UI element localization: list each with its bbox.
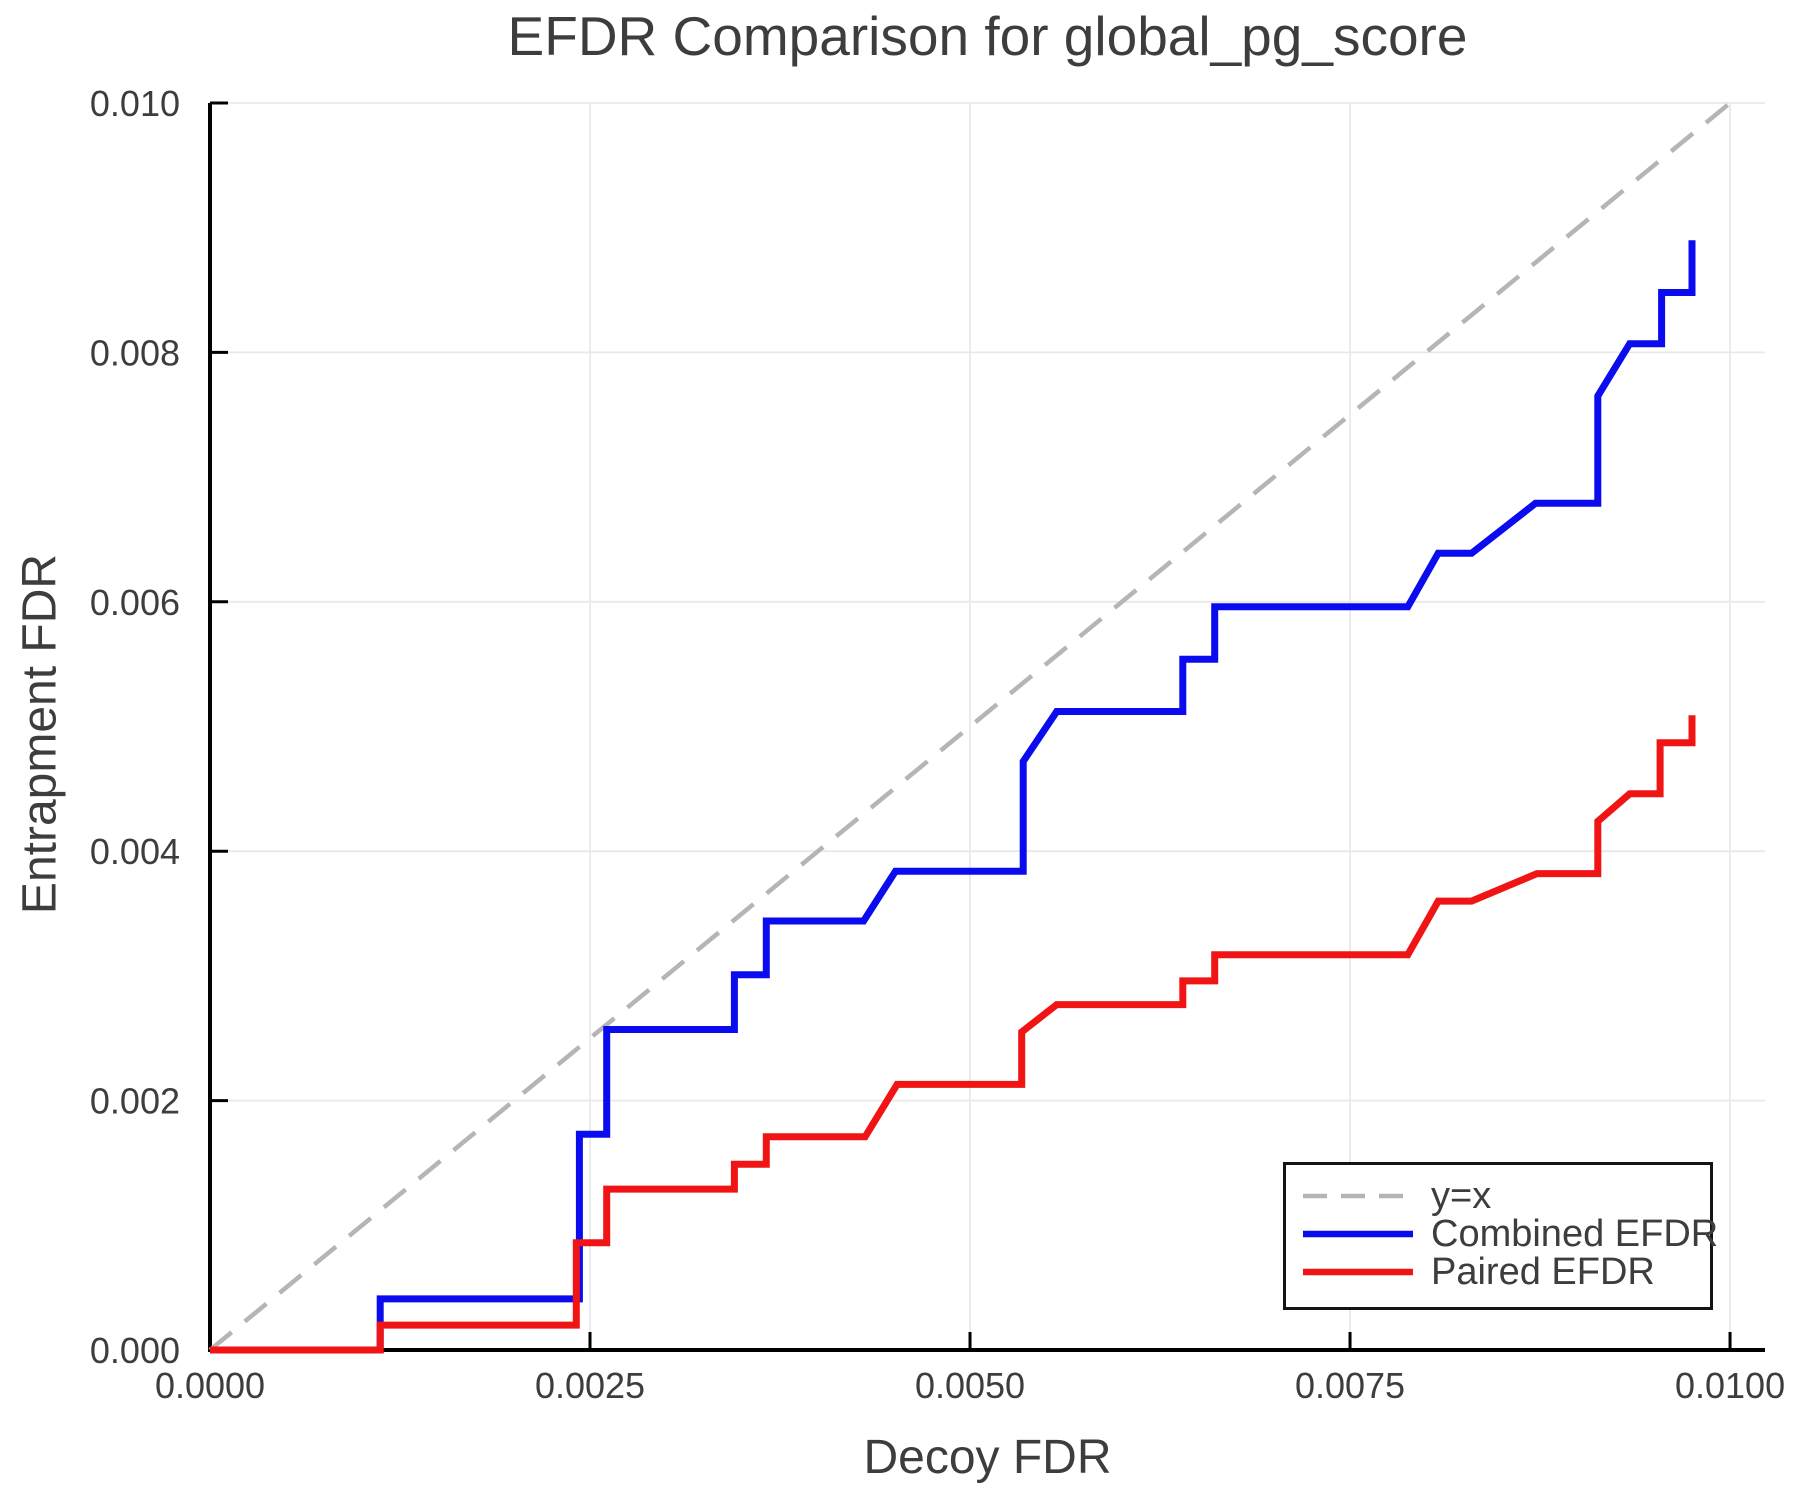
legend-entry-label: Combined EFDR: [1431, 1213, 1719, 1255]
legend-line-sample: [1303, 1193, 1413, 1199]
y-tick-label: 0.002: [90, 1081, 180, 1122]
y-tick-label: 0.006: [90, 582, 180, 623]
y-tick-label: 0.010: [90, 83, 180, 124]
series-line-paired-efdr: [210, 715, 1696, 1354]
x-tick-label: 0.0075: [1295, 1365, 1405, 1406]
legend: y=x Combined EFDR Paired EFDR: [1283, 1162, 1718, 1310]
legend-line-sample: [1303, 1230, 1413, 1238]
tick-labels: 0.0000 0.0025 0.0050 0.0075 0.0100 0.000 0.002…: [90, 83, 1785, 1406]
y-tick-label: 0.008: [90, 332, 180, 373]
x-tick-label: 0.0000: [155, 1365, 265, 1406]
gridlines: [210, 102, 1765, 1350]
legend-entry-y-x: y=x: [1303, 1177, 1710, 1215]
x-tick-label: 0.0050: [915, 1365, 1025, 1406]
legend-entry-label: Paired EFDR: [1431, 1251, 1655, 1293]
x-axis-title: Decoy FDR: [863, 1431, 1112, 1484]
y-axis-title: Entrapment FDR: [13, 553, 67, 915]
legend-entry-combined-efdr: Combined EFDR: [1303, 1215, 1718, 1253]
x-tick-label: 0.0025: [535, 1365, 645, 1406]
legend-entry-label: y=x: [1431, 1175, 1492, 1217]
x-tick-label: 0.0100: [1675, 1365, 1785, 1406]
series-line-y-x: [208, 101, 1732, 1352]
series: [208, 101, 1732, 1354]
y-tick-label: 0.000: [90, 1330, 180, 1371]
legend-entry-paired-efdr: Paired EFDR: [1303, 1253, 1710, 1291]
axes: [208, 101, 1765, 1352]
chart-title: EFDR Comparison for global_pg_score: [507, 5, 1468, 67]
series-line-combined-efdr: [210, 240, 1696, 1354]
legend-line-sample: [1303, 1268, 1413, 1276]
y-tick-label: 0.004: [90, 831, 180, 872]
